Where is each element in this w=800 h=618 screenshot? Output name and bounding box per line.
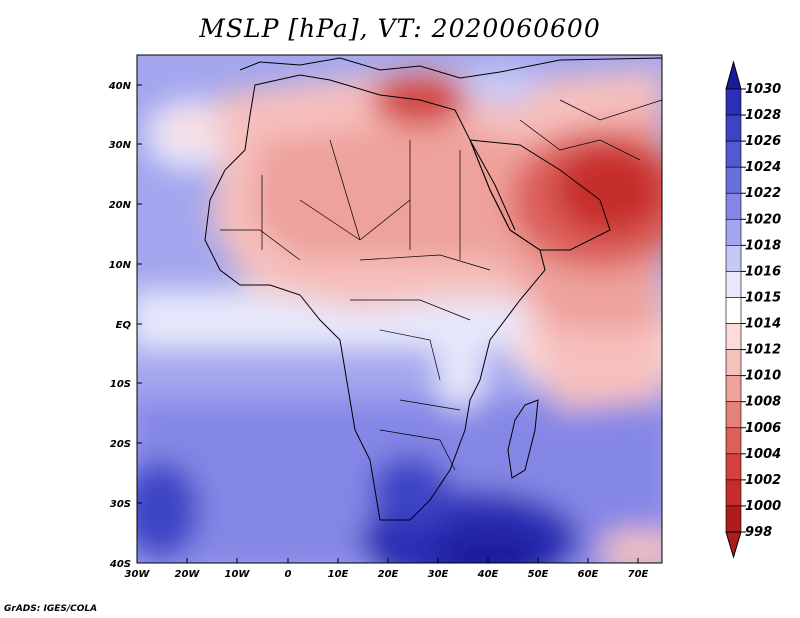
colorbar-label: 1015 xyxy=(745,290,781,305)
lon-label-10W: 10W xyxy=(225,569,251,580)
lon-label-50E: 50E xyxy=(528,569,549,580)
lat-label-20N: 20N xyxy=(109,200,132,211)
colorbar-label: 1022 xyxy=(745,186,781,201)
europe-coast xyxy=(239,57,662,79)
colorbar-swatch xyxy=(725,166,742,194)
lon-label-30W: 30W xyxy=(125,569,151,580)
plot-frame xyxy=(136,54,663,564)
lon-label-20W: 20W xyxy=(175,569,201,580)
colorbar-label: 998 xyxy=(745,525,772,540)
colorbar-swatch xyxy=(725,88,742,116)
colorbar-swatch xyxy=(725,245,742,272)
colorbar-swatch xyxy=(725,271,742,298)
colorbar-label: 1002 xyxy=(745,473,781,488)
colorbar-label: 1012 xyxy=(745,343,781,358)
colorbar-swatch xyxy=(725,297,742,324)
colorbar-label: 1018 xyxy=(745,238,781,253)
lon-label-40E: 40E xyxy=(477,569,499,580)
colorbar: 1030 1028 1026 1024 1022 1020 1018 1016 1015 1014… xyxy=(725,60,781,559)
colorbar-swatch xyxy=(725,505,742,533)
lat-axis: 40N 30N 20N 10N EQ 10S 20S 30S 40S xyxy=(108,81,142,570)
lat-label-10N: 10N xyxy=(109,260,132,271)
colorbar-swatch xyxy=(725,349,742,376)
lat-label-30S: 30S xyxy=(110,499,131,510)
colorbar-swatch xyxy=(725,140,742,168)
colorbar-label: 1000 xyxy=(745,499,781,514)
colorbar-label: 1008 xyxy=(745,395,781,410)
lon-label-70E: 70E xyxy=(628,569,649,580)
colorbar-swatch xyxy=(725,375,742,403)
colorbar-swatch xyxy=(725,401,742,429)
map-title: MSLP [hPa], VT: 2020060600 xyxy=(199,14,601,43)
lon-label-60E: 60E xyxy=(578,569,599,580)
madagascar-outline xyxy=(507,399,539,479)
lat-label-40N: 40N xyxy=(108,81,132,92)
colorbar-swatch xyxy=(725,427,742,455)
lon-label-10E: 10E xyxy=(328,569,349,580)
colorbar-swatch xyxy=(725,453,742,481)
grads-credit: GrADS: IGES/COLA xyxy=(4,604,98,614)
pressure-field xyxy=(137,55,662,563)
arabia-outline xyxy=(469,139,611,251)
colorbar-label: 1004 xyxy=(745,447,781,462)
colorbar-swatch xyxy=(725,479,742,507)
colorbar-label: 1016 xyxy=(745,264,781,279)
colorbar-label: 1006 xyxy=(745,421,781,436)
lat-label-20S: 20S xyxy=(110,439,131,450)
lat-label-30N: 30N xyxy=(109,140,132,151)
colorbar-swatch xyxy=(725,192,742,220)
colorbar-label: 1010 xyxy=(745,369,781,384)
colorbar-swatch xyxy=(725,323,742,350)
colorbar-label: 1028 xyxy=(745,108,781,123)
lon-axis: 30W 20W 10W 0 10E 20E 30E 40E 50E 60E 70… xyxy=(125,558,649,580)
lat-label-eq: EQ xyxy=(116,320,132,331)
coastlines xyxy=(204,57,662,521)
lon-label-0: 0 xyxy=(285,569,292,580)
colorbar-label: 1024 xyxy=(745,160,781,175)
lat-label-40S: 40S xyxy=(109,559,131,570)
red-sea xyxy=(469,139,516,231)
colorbar-label: 1014 xyxy=(745,317,781,332)
colorbar-label: 1026 xyxy=(745,134,781,149)
lon-label-30E: 30E xyxy=(428,569,449,580)
lat-label-10S: 10S xyxy=(110,379,131,390)
colorbar-swatch xyxy=(725,114,742,142)
colorbar-top-arrow xyxy=(725,60,742,90)
colorbar-bottom-arrow xyxy=(725,531,742,559)
country-borders xyxy=(220,99,662,471)
colorbar-label: 1020 xyxy=(745,212,781,227)
colorbar-swatch xyxy=(725,218,742,246)
colorbar-label: 1030 xyxy=(745,82,781,97)
lon-label-20E: 20E xyxy=(378,569,399,580)
